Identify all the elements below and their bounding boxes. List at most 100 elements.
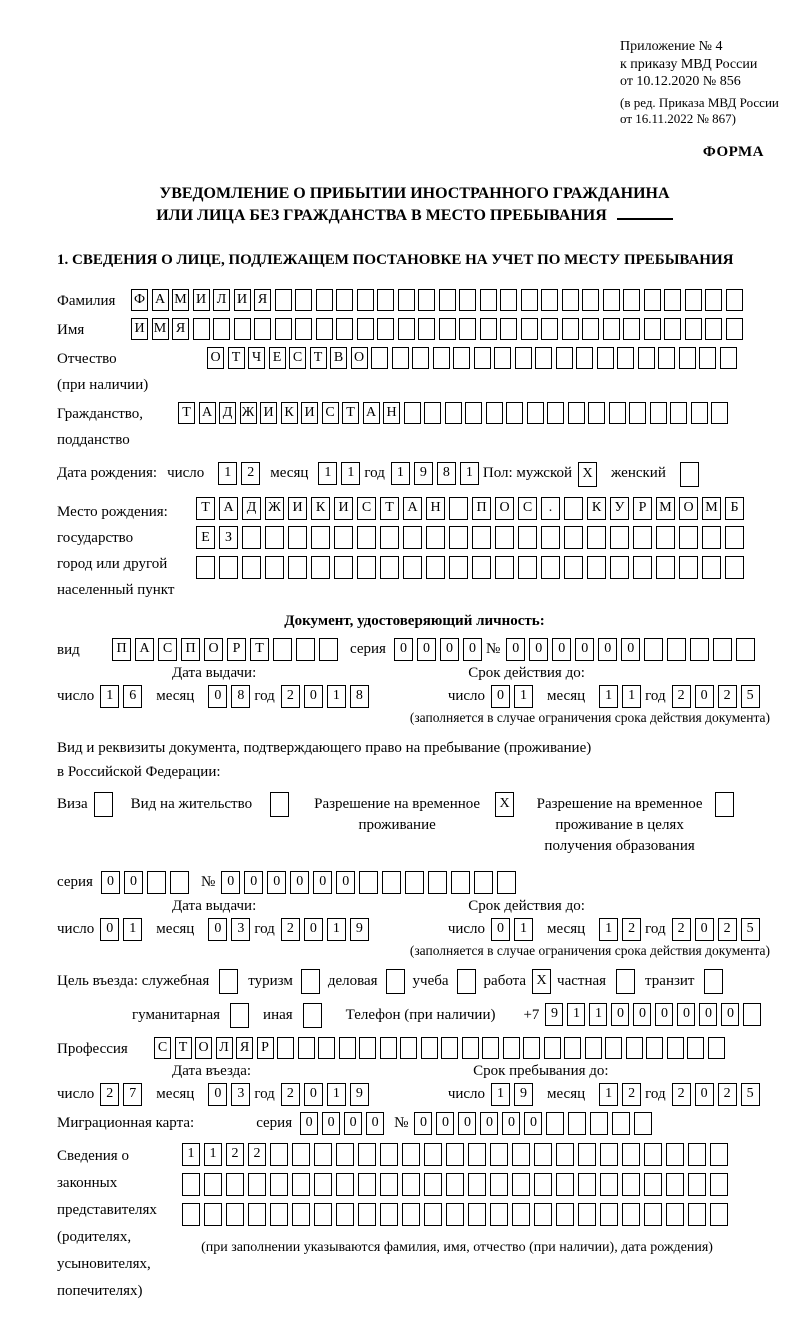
year-label: год	[254, 1085, 275, 1102]
patronymic-label: Отчество (при наличии)	[57, 350, 149, 393]
doc-valid-until-label: Срок действия до:	[468, 664, 585, 681]
annex-note-line: (в ред. Приказа МВД России	[620, 94, 779, 110]
month-label: месяц	[270, 464, 309, 481]
purpose-business-checkbox[interactable]	[219, 968, 239, 994]
year-label: год	[254, 920, 275, 937]
doc-issue-date-label: Дата выдачи:	[172, 664, 257, 681]
sex-female-checkbox[interactable]	[679, 461, 699, 487]
birth-place-boxes-3[interactable]	[196, 555, 748, 579]
purpose-other-checkbox[interactable]	[302, 1002, 322, 1028]
rvp-edu-checkbox[interactable]	[715, 791, 735, 817]
doc-type-label: вид	[57, 641, 80, 658]
purpose-commercial-checkbox[interactable]	[385, 968, 405, 994]
year-label: год	[645, 1085, 666, 1102]
visa-checkbox[interactable]	[93, 791, 113, 817]
citizenship-label: Гражданство, подданство	[57, 405, 144, 448]
rvp-checkbox[interactable]: X	[495, 791, 515, 817]
profession-label: Профессия	[57, 1040, 128, 1057]
day-label: число	[447, 687, 486, 704]
year-label: год	[645, 920, 666, 937]
guardians-boxes-2[interactable]	[182, 1172, 732, 1196]
purpose-tourism-checkbox[interactable]	[300, 968, 320, 994]
purpose-commercial-label: деловая	[327, 972, 378, 989]
given-name-label: Имя	[57, 321, 85, 338]
month-label: месяц	[156, 920, 195, 937]
month-label: месяц	[547, 687, 586, 704]
purpose-study-label: учеба	[412, 972, 449, 989]
sex-female-label: женский	[611, 464, 666, 481]
migration-card-label: Миграционная карта:	[57, 1114, 195, 1131]
purpose-humanitarian-checkbox[interactable]	[230, 1002, 250, 1028]
day-label: число	[57, 687, 95, 704]
sex-male-checkbox[interactable]: X	[578, 461, 598, 487]
residence-permit-checkbox[interactable]	[270, 791, 290, 817]
purpose-humanitarian-label: гуманитарная	[132, 1006, 221, 1023]
guardians-boxes-3[interactable]	[182, 1202, 732, 1226]
purpose-study-checkbox[interactable]	[456, 968, 476, 994]
birth-place-label: Место рождения: государство город или др…	[57, 503, 175, 598]
stay-until-label: Срок пребывания до:	[473, 1062, 609, 1079]
guardians-note: (при заполнении указываются фамилия, имя…	[201, 1239, 713, 1255]
year-label: год	[254, 687, 275, 704]
purpose-private-checkbox[interactable]	[616, 968, 636, 994]
resid-series-label: серия	[57, 873, 93, 890]
purpose-work-checkbox[interactable]: X	[532, 968, 552, 994]
purpose-transit-checkbox[interactable]	[704, 968, 724, 994]
rvp-edu-label: Разрешение на временное проживание в цел…	[536, 795, 703, 854]
birth-place-block: Место рождения: государство город или др…	[57, 496, 772, 603]
annex-line: Приложение № 4	[620, 39, 723, 54]
id-doc-heading: Документ, удостоверяющий личность:	[284, 612, 545, 629]
form-title-line1: УВЕДОМЛЕНИЕ О ПРИБЫТИИ ИНОСТРАННОГО ГРАЖ…	[159, 184, 670, 202]
day-label: число	[447, 1085, 486, 1102]
section1-heading: 1. СВЕДЕНИЯ О ЛИЦЕ, ПОДЛЕЖАЩЕМ ПОСТАНОВК…	[57, 251, 734, 268]
blank-underline	[616, 204, 673, 220]
residence-permit-label: Вид на жительство	[130, 795, 253, 812]
day-label: число	[57, 1085, 95, 1102]
